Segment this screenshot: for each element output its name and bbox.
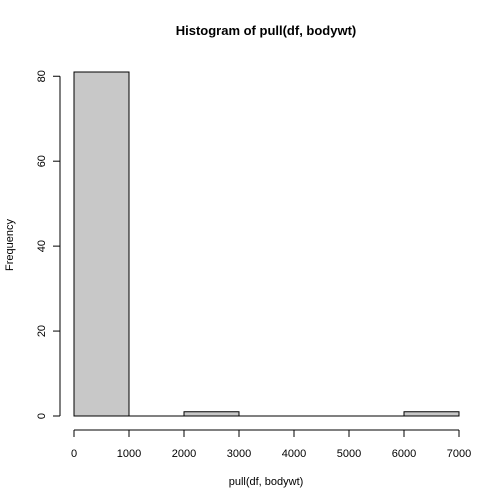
x-axis-label: pull(df, bodywt) bbox=[229, 476, 304, 488]
histogram-bar-6 bbox=[403, 411, 460, 417]
y-tick-label-4: 80 bbox=[36, 70, 48, 82]
x-axis: 0 1000 2000 3000 4000 5000 6000 7000 bbox=[71, 429, 471, 460]
y-tick-label-0: 0 bbox=[36, 413, 48, 419]
histogram-bar-2 bbox=[183, 411, 240, 417]
x-tick-label-6: 6000 bbox=[392, 448, 416, 460]
x-tick-label-3: 3000 bbox=[227, 448, 251, 460]
y-axis-label: Frequency bbox=[4, 219, 16, 271]
y-tick-label-1: 20 bbox=[36, 325, 48, 337]
y-tick-label-3: 60 bbox=[36, 155, 48, 167]
chart-title: Histogram of pull(df, bodywt) bbox=[176, 23, 357, 38]
x-tick-label-5: 5000 bbox=[337, 448, 361, 460]
x-tick-label-4: 4000 bbox=[282, 448, 306, 460]
histogram-bar-0 bbox=[73, 71, 130, 417]
x-tick-label-7: 7000 bbox=[447, 448, 471, 460]
x-tick-label-0: 0 bbox=[71, 448, 77, 460]
x-tick-label-2: 2000 bbox=[172, 448, 196, 460]
y-tick-label-2: 40 bbox=[36, 240, 48, 252]
x-tick-label-1: 1000 bbox=[117, 448, 141, 460]
bars-layer bbox=[73, 71, 460, 417]
y-axis: 0 20 40 60 80 bbox=[36, 70, 61, 419]
